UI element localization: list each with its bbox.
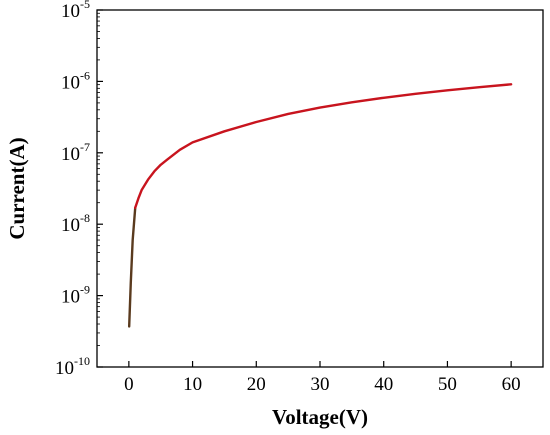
series-line [134, 83, 513, 209]
y-tick-label: 10-7 [61, 140, 90, 165]
y-tick-label: 10-10 [55, 354, 90, 379]
y-axis-label: Current(A) [5, 137, 29, 239]
plot-frame [96, 9, 544, 368]
series-line-start [127, 206, 137, 328]
x-tick-label: 10 [183, 374, 202, 395]
plot-border [96, 9, 544, 368]
y-tick-label: 10-8 [61, 211, 90, 236]
x-tick-label: 40 [374, 374, 393, 395]
x-tick-label: 60 [502, 374, 521, 395]
y-tick-label: 10-6 [61, 68, 90, 93]
x-tick-label: 20 [247, 374, 266, 395]
x-tick-label: 50 [438, 374, 457, 395]
x-axis-label: Voltage(V) [272, 405, 368, 429]
y-tick-label: 10-9 [61, 283, 90, 308]
series-group [127, 83, 513, 328]
x-tick-label: 0 [124, 374, 134, 395]
x-axis-ticks: 0 10 20 30 40 50 60 [124, 361, 521, 395]
x-tick-label: 30 [311, 374, 330, 395]
y-tick-label: 10-5 [61, 0, 90, 22]
y-axis-ticks: 10-10 10-9 10-8 10-7 10-6 10-5 [55, 0, 103, 379]
